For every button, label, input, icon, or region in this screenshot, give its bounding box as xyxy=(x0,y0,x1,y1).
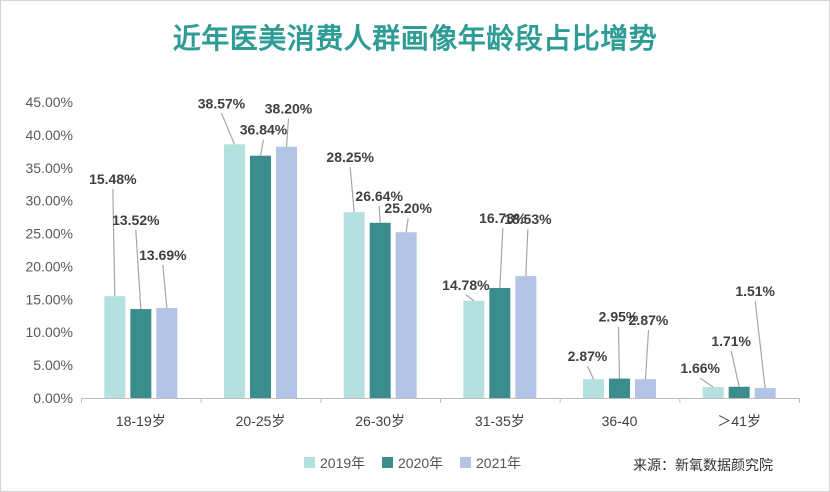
data-label: 36.84% xyxy=(240,122,288,138)
leader-line xyxy=(644,330,650,380)
bar xyxy=(635,379,656,398)
y-tick-label: 15.00% xyxy=(26,291,73,307)
data-label: 18.53% xyxy=(504,211,552,227)
legend-swatch xyxy=(460,457,471,468)
data-label: 13.52% xyxy=(112,212,160,228)
leader-line xyxy=(699,377,714,388)
leader-line xyxy=(162,264,168,309)
data-label: 28.25% xyxy=(326,149,374,165)
bar xyxy=(276,146,297,398)
bar xyxy=(515,276,537,398)
leader-line xyxy=(378,205,381,223)
bar xyxy=(224,144,245,398)
leader-line xyxy=(617,326,621,379)
leader-line xyxy=(499,227,504,288)
x-tick-label: ＞41岁 xyxy=(717,413,761,429)
legend-label: 2021年 xyxy=(476,455,521,471)
legend: 2019年 2020年 2021年 xyxy=(304,455,521,471)
bar xyxy=(369,222,391,398)
y-tick-label: 35.00% xyxy=(26,160,73,176)
data-label: 1.51% xyxy=(735,283,775,299)
y-tick-label: 10.00% xyxy=(26,324,73,340)
data-label: 1.71% xyxy=(711,333,751,349)
data-label: 15.48% xyxy=(89,171,137,187)
x-tick-label: 18-19岁 xyxy=(116,413,166,429)
leader-line xyxy=(285,118,290,147)
data-labels-layer: 15.48% 13.52% 13.69% 38.57% 36.84% 38.20% 28.2… xyxy=(89,95,775,376)
leader-line xyxy=(754,300,766,389)
data-label: 2.87% xyxy=(629,312,669,328)
leader-line xyxy=(259,139,265,156)
legend-swatch xyxy=(382,457,393,468)
leader-lines-layer xyxy=(112,113,766,389)
leader-line xyxy=(586,365,595,380)
data-label: 1.66% xyxy=(680,360,720,376)
data-label: 2.87% xyxy=(568,348,608,364)
x-tick-label: 20-25岁 xyxy=(236,413,286,429)
y-tick-label: 30.00% xyxy=(26,193,73,209)
source-note: 来源：新氧数据颜究院 xyxy=(633,457,773,473)
data-label: 25.20% xyxy=(384,200,432,216)
bar xyxy=(728,386,750,398)
x-tick-label: 26-30岁 xyxy=(355,413,405,429)
bar xyxy=(583,379,604,398)
y-tick-label: 0.00% xyxy=(33,390,73,406)
legend-swatch xyxy=(304,457,315,468)
bar xyxy=(104,296,126,398)
x-tick-label: 36-40 xyxy=(602,413,638,429)
leader-line xyxy=(112,189,116,297)
bar xyxy=(395,232,417,398)
y-tick-label: 20.00% xyxy=(26,258,73,274)
leader-line xyxy=(525,229,529,277)
data-label: 38.20% xyxy=(265,101,313,117)
data-label: 13.69% xyxy=(139,247,187,263)
bar xyxy=(156,307,178,398)
bar xyxy=(609,378,630,398)
data-label: 2.95% xyxy=(599,309,639,325)
bar xyxy=(250,155,271,398)
bar xyxy=(343,212,365,398)
data-label: 16.73% xyxy=(479,210,527,226)
leader-line xyxy=(465,294,475,302)
bar xyxy=(130,309,152,398)
chart-title: 近年医美消费人群画像年龄段占比增势 xyxy=(172,22,658,55)
leader-line xyxy=(135,230,142,310)
legend-label: 2019年 xyxy=(320,455,365,471)
bars-layer xyxy=(104,144,776,398)
data-label: 26.64% xyxy=(355,188,403,204)
bar xyxy=(754,388,776,398)
bar xyxy=(463,300,485,398)
leader-line xyxy=(405,218,409,233)
leader-line xyxy=(349,167,355,213)
legend-label: 2020年 xyxy=(398,455,443,471)
y-tick-label: 5.00% xyxy=(33,357,73,373)
y-tick-label: 25.00% xyxy=(26,226,73,242)
data-label: 14.78% xyxy=(442,277,490,293)
y-tick-label: 45.00% xyxy=(26,94,73,110)
x-tick-label: 31-35岁 xyxy=(475,413,525,429)
bar xyxy=(702,387,724,398)
leader-line xyxy=(220,113,236,145)
axis-layer: 0.00% 5.00% 10.00% 15.00% 20.00% 25.00% 30.00%… xyxy=(26,94,800,429)
y-tick-label: 40.00% xyxy=(26,127,73,143)
data-label: 38.57% xyxy=(198,95,246,111)
leader-line xyxy=(730,350,740,387)
bar xyxy=(489,287,511,398)
